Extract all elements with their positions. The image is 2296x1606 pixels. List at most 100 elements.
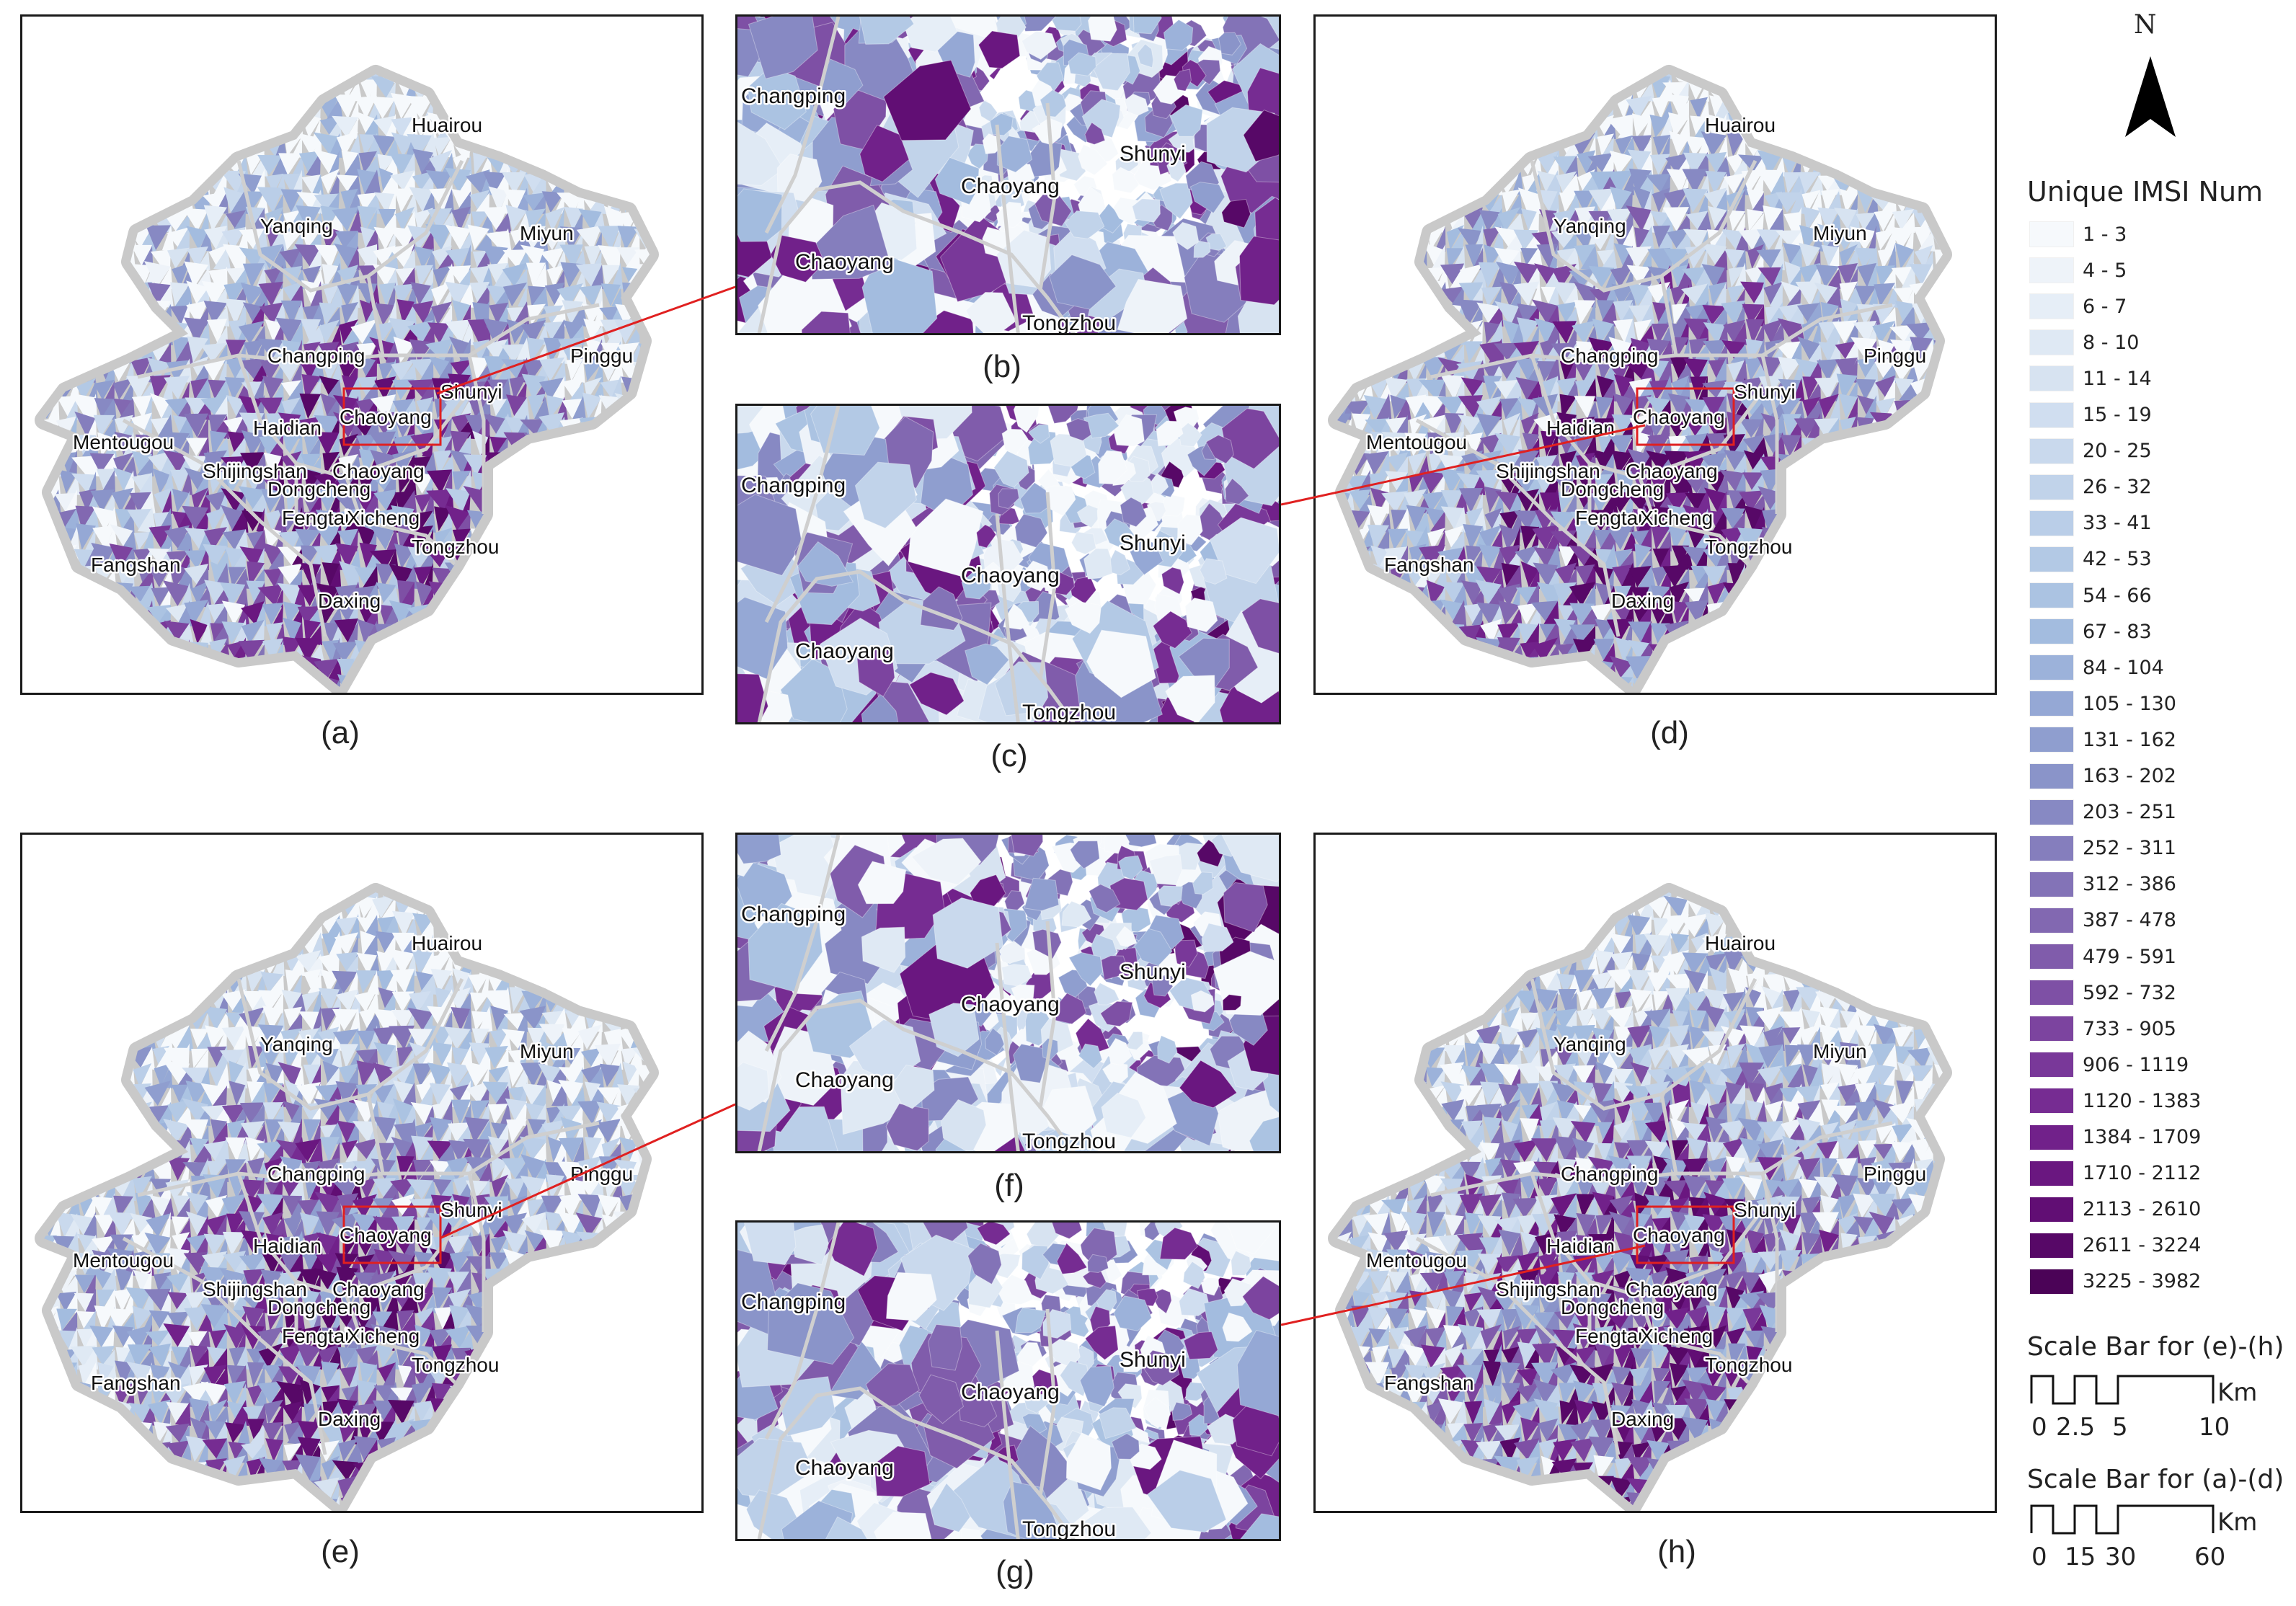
legend-item: 479 - 591: [2029, 942, 2176, 971]
legend-label: 33 - 41: [2083, 512, 2152, 535]
district-label: Yanqing: [260, 215, 333, 237]
legend-swatch: [2029, 221, 2074, 247]
legend-label: 4 - 5: [2083, 259, 2127, 282]
caption-c: (c): [990, 738, 1028, 773]
inset-district-label: Changping: [741, 84, 846, 108]
inset-district-label: Chaoyang: [795, 250, 894, 274]
district-label: Daxing: [1611, 590, 1674, 612]
inset-district-label: Shunyi: [1120, 531, 1186, 555]
map-panel-a: Huairou Yanqing Miyun Changping Pinggu Shunyi…: [20, 14, 704, 695]
inset-district-label: Tongzhou: [1022, 311, 1116, 335]
district-label: Dongcheng: [267, 478, 371, 500]
legend-item: 42 - 53: [2029, 545, 2152, 574]
district-label: Dongcheng: [1561, 478, 1664, 500]
district-label: Tongzhou: [1705, 536, 1792, 558]
district-label: Daxing: [318, 1408, 381, 1430]
legend-swatch: [2029, 763, 2074, 789]
caption-g: (g): [996, 1554, 1034, 1589]
caption-h: (h): [1657, 1534, 1696, 1569]
district-label: Yanqing: [1553, 1033, 1626, 1055]
map-panel-h: Huairou Yanqing Miyun Changping Pinggu Shunyi…: [1313, 833, 1997, 1513]
legend-item: 4 - 5: [2029, 256, 2127, 285]
legend-swatch: [2029, 510, 2074, 536]
legend-swatch: [2029, 546, 2074, 572]
district-label: Tongzhou: [412, 536, 499, 558]
inset-district-label: Changping: [741, 1290, 846, 1314]
district-label: Mentougou: [73, 1249, 174, 1272]
district-label: Fangshan: [1384, 1372, 1474, 1394]
district-label: Xicheng: [1640, 507, 1713, 529]
legend-label: 1384 - 1709: [2083, 1126, 2202, 1148]
district-label: Xicheng: [347, 507, 420, 529]
district-label: Miyun: [520, 222, 574, 244]
district-label: Fangshan: [1384, 554, 1474, 576]
district-label: Chaoyang: [1633, 1224, 1725, 1246]
district-label: Shunyi: [1734, 381, 1796, 403]
legend-swatch: [2029, 1196, 2074, 1223]
inset-panel-g: Changping Shunyi Chaoyang Chaoyang Tongzhou: [735, 1220, 1281, 1541]
legend-swatch: [2029, 329, 2074, 356]
district-label: Fangshan: [91, 1372, 181, 1394]
north-arrow-icon: [2125, 56, 2176, 137]
legend-label: 1 - 3: [2083, 223, 2127, 246]
inset-district-label: Tongzhou: [1022, 1130, 1116, 1153]
district-label: Miyun: [520, 1040, 574, 1062]
district-label: Daxing: [318, 590, 381, 612]
district-label: Tongzhou: [412, 1354, 499, 1376]
district-label: Yanqing: [260, 1033, 333, 1055]
inset-district-label: Changping: [741, 902, 846, 926]
district-label: Huairou: [412, 114, 482, 136]
legend-item: 1 - 3: [2029, 220, 2127, 249]
district-label: Shunyi: [440, 381, 502, 403]
legend-item: 3225 - 3982: [2029, 1267, 2201, 1296]
legend-label: 42 - 53: [2083, 548, 2152, 571]
legend-swatch: [2029, 582, 2074, 608]
legend-item: 54 - 66: [2029, 581, 2152, 610]
district-label: Tongzhou: [1705, 1354, 1792, 1376]
legend-item: 733 - 905: [2029, 1014, 2176, 1043]
scale-tick-eh-0: 0: [2031, 1413, 2047, 1442]
inset-district-label: Chaoyang: [961, 993, 1060, 1016]
legend-swatch: [2029, 438, 2074, 464]
legend-item: 2611 - 3224: [2029, 1231, 2201, 1260]
caption-a: (a): [321, 715, 360, 750]
district-label: Miyun: [1813, 1040, 1867, 1062]
scale-unit-eh: Km: [2217, 1378, 2258, 1407]
district-label: Pinggu: [570, 1163, 633, 1185]
legend-label: 592 - 732: [2083, 981, 2176, 1004]
district-label: Fangshan: [91, 554, 181, 576]
legend-item: 387 - 478: [2029, 906, 2176, 935]
district-label: Haidian: [253, 1235, 322, 1257]
legend-label: 67 - 83: [2083, 620, 2152, 643]
legend-swatch: [2029, 799, 2074, 825]
inset-district-label: Tongzhou: [1022, 701, 1116, 724]
district-label: Pinggu: [1863, 345, 1926, 367]
legend-label: 203 - 251: [2083, 801, 2176, 824]
legend-swatch: [2029, 1268, 2074, 1295]
legend-label: 312 - 386: [2083, 873, 2176, 896]
district-label: Fengtai: [282, 1325, 349, 1347]
legend-label: 105 - 130: [2083, 692, 2176, 715]
north-label: N: [2134, 10, 2157, 40]
legend-label: 2611 - 3224: [2083, 1234, 2202, 1257]
legend-label: 733 - 905: [2083, 1017, 2176, 1040]
legend-label: 3225 - 3982: [2083, 1270, 2202, 1293]
legend-label: 1120 - 1383: [2083, 1089, 2202, 1112]
inset-district-label: Chaoyang: [961, 1380, 1060, 1404]
legend-label: 906 - 1119: [2083, 1053, 2189, 1076]
legend-swatch: [2029, 402, 2074, 428]
legend-item: 6 - 7: [2029, 292, 2127, 321]
scale-bar-eh: [2030, 1375, 2215, 1405]
caption-d: (d): [1650, 715, 1689, 750]
district-label: Haidian: [253, 417, 322, 439]
legend-item: 163 - 202: [2029, 762, 2176, 791]
district-label: Chaoyang: [340, 406, 432, 428]
district-label: Fengtai: [282, 507, 349, 529]
caption-f: (f): [994, 1168, 1024, 1203]
legend-item: 1384 - 1709: [2029, 1123, 2201, 1152]
legend-label: 131 - 162: [2083, 728, 2176, 751]
inset-district-label: Chaoyang: [961, 174, 1060, 198]
legend-swatch: [2029, 365, 2074, 392]
legend-swatch: [2029, 1232, 2074, 1259]
inset-district-label: Chaoyang: [961, 564, 1060, 587]
